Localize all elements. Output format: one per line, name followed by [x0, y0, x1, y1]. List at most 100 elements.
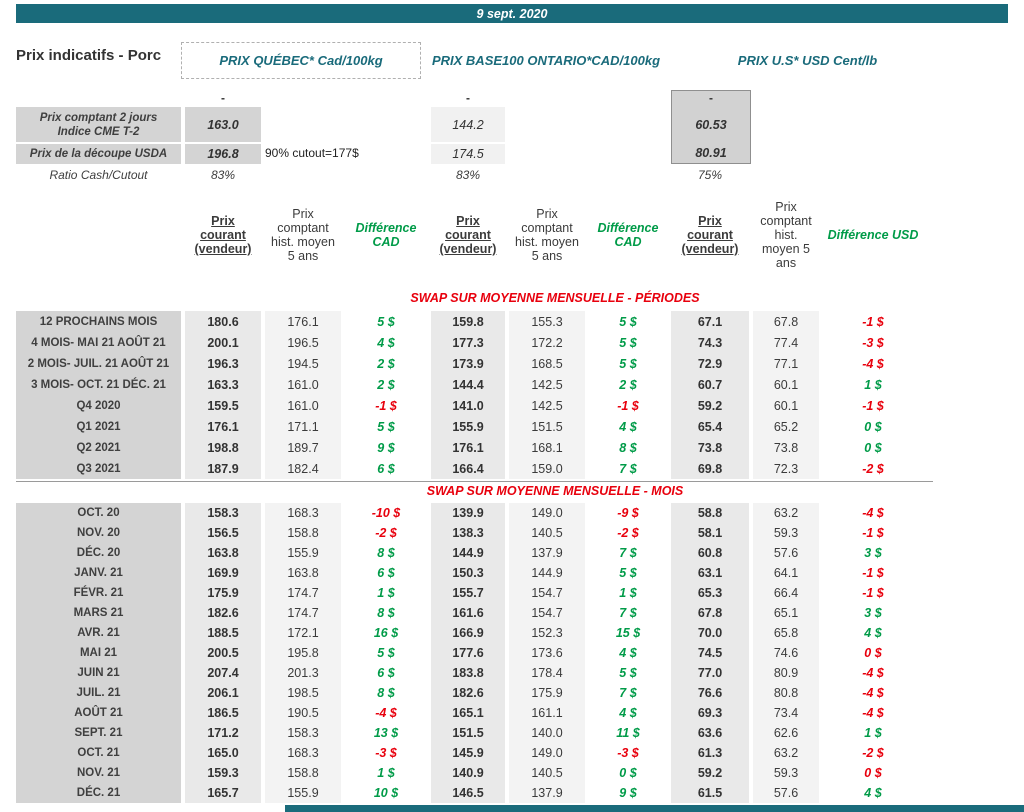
difference-cell: -4 $ [862, 706, 884, 720]
difference-cell: -1 $ [862, 526, 884, 540]
difference-cell: 16 $ [373, 626, 399, 640]
current-price-cell: 73.8 [671, 437, 749, 458]
current-price-cell: 176.1 [431, 437, 505, 458]
hist-price-cell: 161.0 [265, 395, 341, 416]
hist-price-cell: 63.2 [753, 503, 819, 523]
difference-cell: 10 $ [373, 786, 399, 800]
difference-cell: 5 $ [377, 314, 395, 329]
cutout-price-ontario: 174.5 [431, 144, 505, 164]
row-label: AVR. 21 [16, 623, 181, 643]
group-header-ontario: PRIX BASE100 ONTARIO*CAD/100kg [431, 53, 661, 68]
row-label: 4 MOIS- MAI 21 AOÛT 21 [16, 332, 181, 353]
current-price-cell: 140.9 [431, 763, 505, 783]
hist-price-cell: 158.8 [265, 523, 341, 543]
current-price-cell: 165.0 [185, 743, 261, 763]
current-price-cell: 144.4 [431, 374, 505, 395]
current-price-cell: 200.5 [185, 643, 261, 663]
cutout-price-us: 80.91 [695, 146, 727, 160]
hist-price-cell: 195.8 [265, 643, 341, 663]
current-price-cell: 67.1 [671, 311, 749, 332]
difference-cell: 4 $ [864, 786, 882, 800]
current-price-cell: 180.6 [185, 311, 261, 332]
current-price-cell: 176.1 [185, 416, 261, 437]
hist-price-cell: 171.1 [265, 416, 341, 437]
difference-cell: -2 $ [375, 526, 397, 540]
hist-price-cell: 158.8 [265, 763, 341, 783]
periods-table: 12 PROCHAINS MOIS 180.6 176.1 5 $159.8 155.3… [16, 311, 923, 479]
hist-price-cell: 73.8 [753, 437, 819, 458]
placeholder-dash-quebec: - [221, 91, 225, 105]
hist-price-cell: 59.3 [753, 523, 819, 543]
current-price-cell: 183.8 [431, 663, 505, 683]
difference-cell: -3 $ [617, 746, 639, 760]
hist-price-cell: 196.5 [265, 332, 341, 353]
hist-price-cell: 140.5 [509, 763, 585, 783]
hist-price-cell: 194.5 [265, 353, 341, 374]
difference-cell: -1 $ [862, 398, 884, 413]
current-price-cell: 177.6 [431, 643, 505, 663]
row-label: Q3 2021 [16, 458, 181, 479]
difference-cell: 9 $ [377, 440, 395, 455]
header-current-us: Prix courant (vendeur) [681, 214, 739, 256]
current-price-cell: 150.3 [431, 563, 505, 583]
current-price-cell: 163.8 [185, 543, 261, 563]
hist-price-cell: 175.9 [509, 683, 585, 703]
difference-cell: -3 $ [862, 335, 884, 350]
current-price-cell: 74.5 [671, 643, 749, 663]
row-label: Q4 2020 [16, 395, 181, 416]
hist-price-cell: 65.8 [753, 623, 819, 643]
difference-cell: -1 $ [375, 398, 397, 413]
hist-price-cell: 163.8 [265, 563, 341, 583]
hist-price-cell: 62.6 [753, 723, 819, 743]
hist-price-cell: 151.5 [509, 416, 585, 437]
hist-price-cell: 174.7 [265, 583, 341, 603]
header-diff-cad-quebec: Différence CAD [355, 221, 417, 249]
difference-cell: 8 $ [377, 546, 395, 560]
hist-price-cell: 154.7 [509, 603, 585, 623]
difference-cell: 0 $ [864, 646, 882, 660]
row-label: 12 PROCHAINS MOIS [16, 311, 181, 332]
difference-cell: -4 $ [862, 666, 884, 680]
difference-cell: -1 $ [617, 398, 639, 413]
difference-cell: -1 $ [862, 586, 884, 600]
cutout-note: 90% cutout=177$ [265, 146, 359, 160]
hist-price-cell: 198.5 [265, 683, 341, 703]
placeholder-dash-ontario: - [466, 91, 470, 105]
header-current-ontario: Prix courant (vendeur) [439, 214, 497, 256]
difference-cell: 1 $ [864, 726, 882, 740]
hist-price-cell: 57.6 [753, 543, 819, 563]
difference-cell: 5 $ [619, 314, 637, 329]
difference-cell: 1 $ [377, 766, 395, 780]
row-label: DÉC. 20 [16, 543, 181, 563]
current-price-cell: 70.0 [671, 623, 749, 643]
difference-cell: -10 $ [371, 506, 401, 520]
row-label: OCT. 21 [16, 743, 181, 763]
current-price-cell: 63.6 [671, 723, 749, 743]
row-label: 3 MOIS- OCT. 21 DÉC. 21 [16, 374, 181, 395]
spot-price-quebec: 163.0 [185, 107, 261, 142]
difference-cell: 6 $ [377, 666, 395, 680]
current-price-cell: 144.9 [431, 543, 505, 563]
current-price-cell: 165.7 [185, 783, 261, 803]
difference-cell: 1 $ [864, 377, 882, 392]
current-price-cell: 141.0 [431, 395, 505, 416]
current-price-cell: 59.2 [671, 763, 749, 783]
hist-price-cell: 64.1 [753, 563, 819, 583]
current-price-cell: 155.7 [431, 583, 505, 603]
hist-price-cell: 137.9 [509, 543, 585, 563]
current-price-cell: 166.4 [431, 458, 505, 479]
current-price-cell: 182.6 [431, 683, 505, 703]
row-label: NOV. 21 [16, 763, 181, 783]
us-summary-box: - 60.53 80.91 [671, 90, 751, 164]
current-price-cell: 63.1 [671, 563, 749, 583]
difference-cell: 5 $ [619, 566, 637, 580]
row-label: AOÛT 21 [16, 703, 181, 723]
row-label: FÉVR. 21 [16, 583, 181, 603]
hist-price-cell: 57.6 [753, 783, 819, 803]
group-header-quebec: PRIX QUÉBEC* Cad/100kg [181, 42, 421, 79]
difference-cell: 5 $ [619, 356, 637, 371]
difference-cell: 11 $ [616, 726, 640, 740]
current-price-cell: 187.9 [185, 458, 261, 479]
spot-price-us: 60.53 [695, 118, 727, 132]
row-label: MAI 21 [16, 643, 181, 663]
